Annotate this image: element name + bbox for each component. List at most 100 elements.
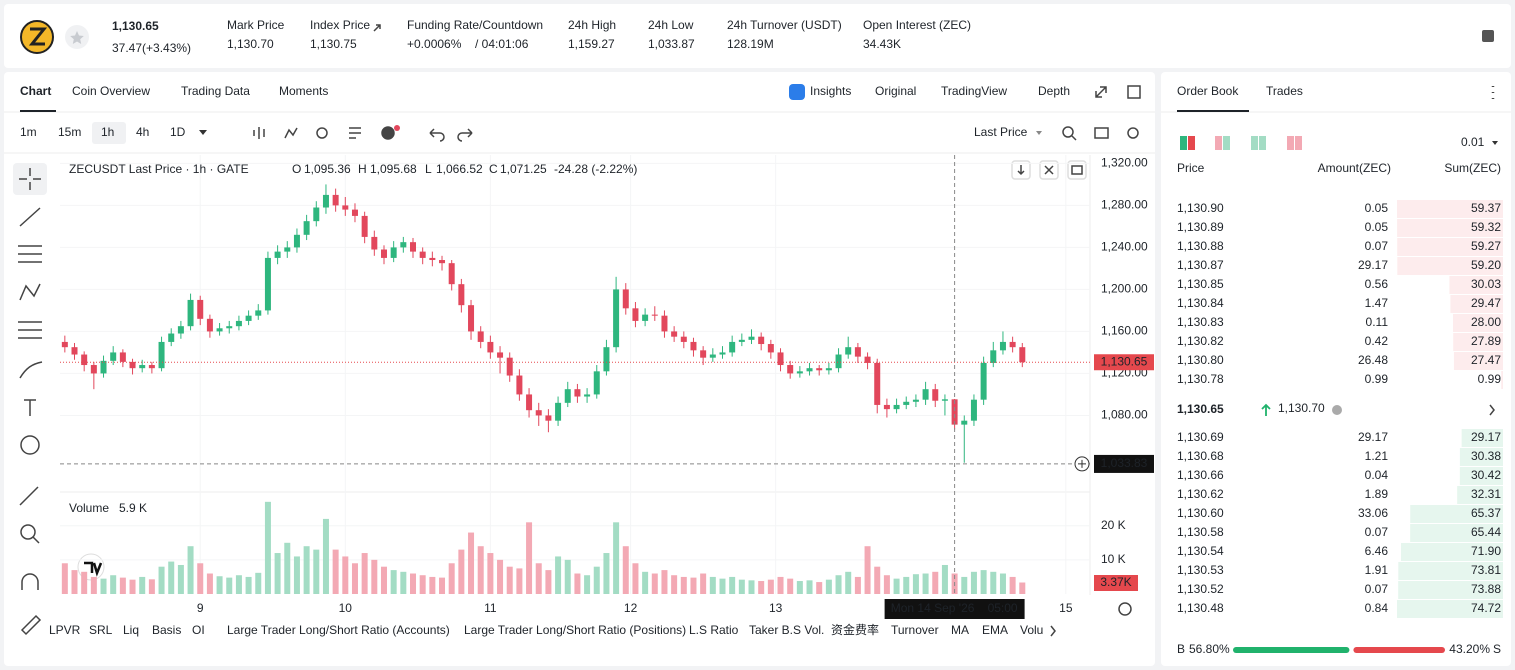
candle-body xyxy=(748,336,755,340)
scroll-arrow[interactable] xyxy=(1050,625,1056,637)
indicator[interactable]: Volu xyxy=(1020,623,1043,637)
indicator[interactable]: Turnover xyxy=(891,623,939,637)
chevron[interactable] xyxy=(1489,404,1495,416)
candle-body xyxy=(168,333,175,342)
indicator[interactable]: SRL xyxy=(89,623,113,637)
order-price[interactable]: 1,130.66 xyxy=(1177,468,1224,482)
volume-title: Volume xyxy=(69,501,109,515)
order-price[interactable]: 1,130.69 xyxy=(1177,430,1224,444)
volume-bar xyxy=(129,579,136,594)
interval[interactable]: 1m xyxy=(20,125,37,139)
indicator[interactable]: Large Trader Long/Short Ratio (Accounts) xyxy=(227,623,450,637)
order-price[interactable]: 1,130.62 xyxy=(1177,487,1224,501)
order-price[interactable]: 1,130.83 xyxy=(1177,315,1224,329)
order-price[interactable]: 1,130.53 xyxy=(1177,563,1224,577)
indicator[interactable]: MA xyxy=(951,623,969,637)
volume-bar xyxy=(1009,576,1016,594)
depth-bar xyxy=(1501,371,1503,389)
indicator[interactable]: Basis xyxy=(152,623,181,637)
view-mode[interactable] xyxy=(1259,136,1266,150)
view-tab[interactable]: TradingView xyxy=(941,84,1007,98)
tab[interactable]: Order Book xyxy=(1177,84,1239,98)
view-mode[interactable] xyxy=(1287,136,1294,150)
order-price[interactable]: 1,130.89 xyxy=(1177,220,1224,234)
volume-bar xyxy=(593,566,600,594)
order-price[interactable]: 1,130.84 xyxy=(1177,296,1224,310)
price-change: 37.47(+3.43%) xyxy=(112,41,191,55)
order-price[interactable]: 1,130.52 xyxy=(1177,582,1224,596)
order-price[interactable]: 1,130.54 xyxy=(1177,544,1224,558)
view-mode[interactable] xyxy=(1215,136,1222,150)
candle-body xyxy=(961,420,968,425)
view-mode[interactable] xyxy=(1223,136,1230,150)
volume-bar xyxy=(380,566,387,594)
interval[interactable]: 1h xyxy=(101,125,114,139)
depth-bar xyxy=(1397,238,1503,256)
candle-body xyxy=(951,399,958,425)
candle-body xyxy=(932,389,939,401)
order-price[interactable]: 1,130.87 xyxy=(1177,258,1224,272)
order-price[interactable]: 1,130.68 xyxy=(1177,449,1224,463)
candle-body xyxy=(303,221,310,235)
view-tab[interactable]: Insights xyxy=(810,84,851,98)
interval[interactable]: 15m xyxy=(58,125,81,139)
candle-body xyxy=(235,320,242,327)
depth-bar xyxy=(1453,333,1503,351)
drawing-tools[interactable] xyxy=(18,168,43,636)
order-price[interactable]: 1,130.90 xyxy=(1177,201,1224,215)
indicator[interactable]: 资金费率 xyxy=(831,622,879,637)
indicator[interactable]: Large Trader Long/Short Ratio (Positions… xyxy=(464,623,686,637)
indicator[interactable]: L.S Ratio xyxy=(689,623,739,637)
price-type[interactable]: Last Price xyxy=(974,125,1028,139)
layout-icon[interactable] xyxy=(1482,30,1494,42)
order-price[interactable]: 1,130.82 xyxy=(1177,334,1224,348)
tab[interactable]: Chart xyxy=(20,84,51,98)
window-icon[interactable] xyxy=(1127,85,1141,99)
indicator[interactable]: LPVR xyxy=(49,623,81,637)
expand-icon[interactable] xyxy=(1095,86,1107,98)
stat-value: 1,033.87 xyxy=(648,37,695,51)
view-mode[interactable] xyxy=(1295,136,1302,150)
indicator[interactable]: OI xyxy=(192,623,205,637)
tab[interactable]: Moments xyxy=(279,84,328,98)
candle-body xyxy=(351,209,358,216)
indicator[interactable]: Taker B.S Vol. xyxy=(749,623,824,637)
candle-body xyxy=(410,242,417,252)
last-volume-label: 3.37K xyxy=(1100,575,1131,589)
toolbar-icons[interactable] xyxy=(253,126,1139,142)
view-mode[interactable] xyxy=(1251,136,1258,150)
view-mode[interactable] xyxy=(1180,136,1187,150)
tab[interactable]: Coin Overview xyxy=(72,84,150,98)
interval[interactable]: 1D xyxy=(170,125,186,139)
order-price[interactable]: 1,130.58 xyxy=(1177,525,1224,539)
candle-body xyxy=(671,331,678,337)
order-price[interactable]: 1,130.88 xyxy=(1177,239,1224,253)
candle-body xyxy=(777,352,784,366)
candle-body xyxy=(903,401,910,405)
candle-body xyxy=(380,249,387,258)
indicator[interactable]: Liq xyxy=(123,623,139,637)
x-tick-label: 15 xyxy=(1059,601,1073,615)
volume-tick-label: 20 K xyxy=(1101,518,1126,532)
order-price[interactable]: 1,130.48 xyxy=(1177,601,1224,615)
chart-controls[interactable] xyxy=(1011,160,1132,616)
view-mode[interactable] xyxy=(1188,136,1195,150)
order-price[interactable]: 1,130.80 xyxy=(1177,353,1224,367)
candle-body xyxy=(81,354,88,366)
order-price[interactable]: 1,130.60 xyxy=(1177,506,1224,520)
tab[interactable]: Trades xyxy=(1266,84,1303,98)
precision[interactable]: 0.01 xyxy=(1461,135,1485,149)
view-tab[interactable]: Original xyxy=(875,84,916,98)
order-price[interactable]: 1,130.85 xyxy=(1177,277,1224,291)
tab[interactable]: Trading Data xyxy=(181,84,250,98)
tool-active xyxy=(13,163,47,195)
interval[interactable]: 4h xyxy=(136,125,149,139)
volume-bar xyxy=(796,581,803,594)
volume-bar xyxy=(332,549,339,594)
last-price-label: 1,130.65 xyxy=(1101,354,1148,368)
candle-body xyxy=(148,365,155,369)
indicator[interactable]: EMA xyxy=(982,623,1008,637)
view-tab[interactable]: Depth xyxy=(1038,84,1070,98)
volume-bar xyxy=(255,572,262,594)
order-price[interactable]: 1,130.78 xyxy=(1177,372,1224,386)
